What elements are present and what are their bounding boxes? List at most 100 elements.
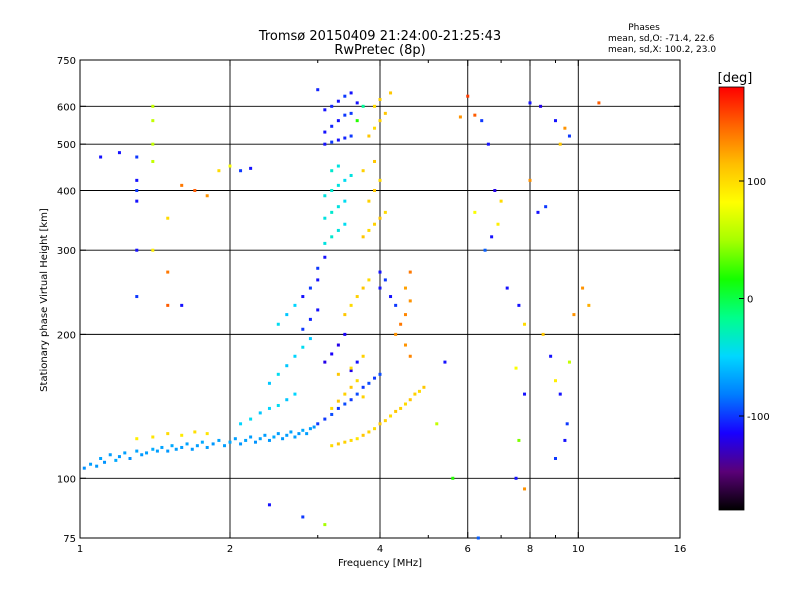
data-point	[403, 286, 407, 290]
data-point	[349, 369, 353, 373]
data-point	[301, 327, 305, 331]
data-point	[267, 381, 271, 385]
data-point	[514, 476, 518, 480]
data-point	[253, 440, 257, 444]
data-point	[151, 142, 155, 146]
y-tick-label: 500	[57, 140, 76, 151]
data-point	[361, 235, 365, 239]
data-point	[330, 444, 334, 448]
data-point	[135, 155, 139, 159]
data-point	[323, 216, 327, 220]
data-point	[316, 88, 320, 92]
data-point	[473, 210, 477, 214]
data-point	[399, 322, 403, 326]
data-point	[389, 414, 393, 418]
data-point	[228, 440, 232, 444]
data-point	[336, 205, 340, 209]
data-point	[378, 98, 382, 102]
x-tick-label: 1	[77, 544, 83, 555]
data-point	[383, 111, 387, 115]
data-point	[343, 440, 347, 444]
data-point	[523, 392, 527, 396]
data-point	[239, 169, 243, 173]
data-point	[323, 108, 327, 112]
data-point	[349, 111, 353, 115]
data-point	[343, 402, 347, 406]
data-point	[367, 381, 371, 385]
data-point	[336, 442, 340, 446]
data-point	[336, 399, 340, 403]
data-point	[323, 241, 327, 245]
data-point	[490, 235, 494, 239]
data-point	[308, 337, 312, 341]
data-point	[378, 178, 382, 182]
y-tick-label: 75	[63, 534, 76, 545]
data-point	[330, 104, 334, 108]
data-point	[476, 536, 480, 540]
data-point	[151, 248, 155, 252]
data-point	[289, 430, 293, 434]
data-point	[180, 445, 184, 449]
data-point	[565, 422, 569, 426]
data-point	[443, 360, 447, 364]
data-point	[361, 395, 365, 399]
data-point	[486, 142, 490, 146]
data-point	[587, 303, 591, 307]
data-point	[316, 278, 320, 282]
data-point	[367, 134, 371, 138]
y-axis-label: Stationary phase Virtual Height [km]	[39, 208, 50, 392]
data-point	[276, 372, 280, 376]
data-point	[135, 188, 139, 192]
data-point	[493, 188, 497, 192]
data-point	[505, 286, 509, 290]
data-point	[413, 392, 417, 396]
data-point	[523, 322, 527, 326]
data-point	[151, 159, 155, 163]
data-point	[361, 354, 365, 358]
data-point	[343, 222, 347, 226]
x-axis-label: Frequency [MHz]	[338, 558, 422, 569]
data-point	[89, 462, 93, 466]
x-tick-label: 4	[377, 544, 383, 555]
data-point	[403, 402, 407, 406]
data-point	[403, 343, 407, 347]
data-point	[336, 406, 340, 410]
data-point	[166, 449, 170, 453]
data-point	[349, 385, 353, 389]
data-point	[361, 104, 365, 108]
data-point	[308, 286, 312, 290]
data-point	[155, 449, 159, 453]
x-tick-label: 16	[674, 544, 687, 555]
data-point	[99, 456, 103, 460]
data-point	[355, 379, 359, 383]
data-point	[108, 453, 112, 457]
data-point	[151, 447, 155, 451]
data-point	[536, 210, 540, 214]
data-point	[301, 295, 305, 299]
data-point	[301, 345, 305, 349]
data-point	[330, 140, 334, 144]
data-point	[193, 188, 197, 192]
data-point	[466, 94, 470, 98]
data-point	[135, 178, 139, 182]
data-point	[336, 119, 340, 123]
info-box-line-o: mean, sd,O: -71.4, 22.6	[608, 34, 715, 44]
x-tick-label: 10	[572, 544, 585, 555]
data-point	[378, 119, 382, 123]
data-point	[170, 444, 174, 448]
data-point	[117, 455, 121, 459]
data-point	[473, 113, 477, 117]
data-point	[451, 476, 455, 480]
data-point	[276, 403, 280, 407]
data-point	[581, 286, 585, 290]
colorbar: [deg] 100 0 -100	[718, 71, 770, 511]
chart-subtitle: RwPretec (8p)	[334, 43, 425, 58]
data-point	[373, 104, 377, 108]
data-point	[293, 354, 297, 358]
data-point	[244, 438, 248, 442]
data-point	[336, 99, 340, 103]
colorbar-tick-label: -100	[747, 412, 770, 423]
data-point	[399, 406, 403, 410]
data-point	[378, 216, 382, 220]
